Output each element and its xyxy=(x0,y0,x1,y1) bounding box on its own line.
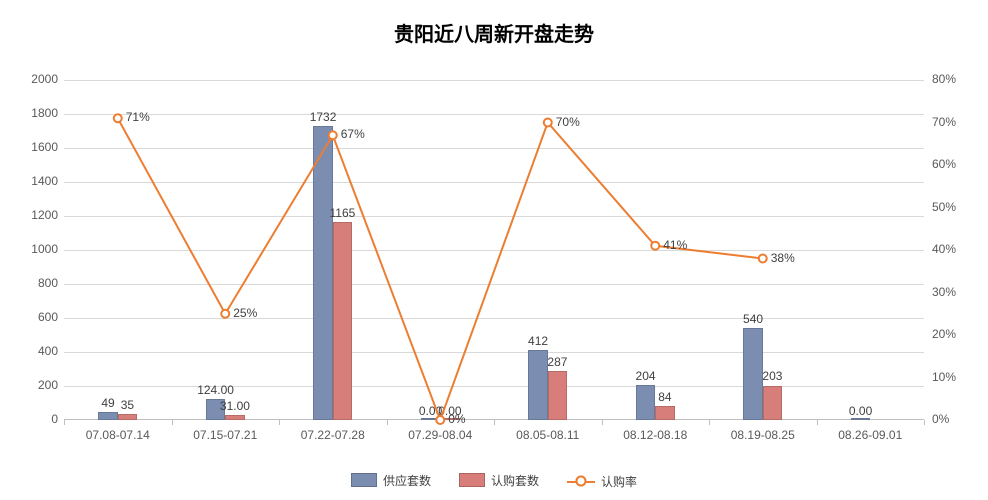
ytick-left: 800 xyxy=(20,276,58,290)
ytick-right: 80% xyxy=(932,72,956,86)
xtick-label: 07.15-07.21 xyxy=(193,428,257,442)
legend-label: 供应套数 xyxy=(383,472,431,489)
ytick-left: 600 xyxy=(20,310,58,324)
line-value-label: 70% xyxy=(556,115,580,129)
line-value-label: 38% xyxy=(771,251,795,265)
legend-label: 认购套数 xyxy=(491,472,539,489)
ytick-right: 70% xyxy=(932,115,956,129)
legend-swatch xyxy=(459,473,485,487)
legend-item: 认购套数 xyxy=(459,472,539,489)
xtick-mark xyxy=(602,420,603,425)
line-value-label: 67% xyxy=(341,127,365,141)
xtick-mark xyxy=(709,420,710,425)
plot-area: 02004006008001000120014001600180020000%1… xyxy=(64,80,924,420)
xtick-label: 07.22-07.28 xyxy=(301,428,365,442)
legend-label: 认购率 xyxy=(601,473,637,490)
xtick-mark xyxy=(817,420,818,425)
xtick-label: 08.19-08.25 xyxy=(731,428,795,442)
legend-swatch xyxy=(351,473,377,487)
ytick-left: 1000 xyxy=(20,242,58,256)
xtick-label: 08.26-09.01 xyxy=(838,428,902,442)
line-value-label: 41% xyxy=(663,238,687,252)
ytick-left: 0 xyxy=(20,412,58,426)
ytick-left: 1600 xyxy=(20,140,58,154)
xtick-mark xyxy=(279,420,280,425)
ytick-left: 400 xyxy=(20,344,58,358)
legend-item: 认购率 xyxy=(567,473,637,490)
ytick-right: 10% xyxy=(932,370,956,384)
ytick-left: 200 xyxy=(20,378,58,392)
line-value-label: 25% xyxy=(233,306,257,320)
chart-title: 贵阳近八周新开盘走势 xyxy=(0,18,988,47)
xtick-label: 07.29-08.04 xyxy=(408,428,472,442)
ytick-left: 1200 xyxy=(20,208,58,222)
legend: 供应套数 认购套数 认购率 xyxy=(0,472,988,491)
xtick-mark xyxy=(494,420,495,425)
ytick-right: 50% xyxy=(932,200,956,214)
ytick-right: 60% xyxy=(932,157,956,171)
line-value-label: 0% xyxy=(448,412,465,426)
ytick-right: 0% xyxy=(932,412,949,426)
xtick-mark xyxy=(172,420,173,425)
xtick-mark xyxy=(924,420,925,425)
line-series xyxy=(64,80,924,420)
legend-swatch-line xyxy=(567,475,595,487)
ytick-right: 30% xyxy=(932,285,956,299)
xtick-label: 08.12-08.18 xyxy=(623,428,687,442)
ytick-left: 2000 xyxy=(20,72,58,86)
xtick-mark xyxy=(387,420,388,425)
xtick-mark xyxy=(64,420,65,425)
legend-item: 供应套数 xyxy=(351,472,431,489)
ytick-right: 40% xyxy=(932,242,956,256)
line-value-label: 71% xyxy=(126,110,150,124)
ytick-left: 1400 xyxy=(20,174,58,188)
xtick-label: 08.05-08.11 xyxy=(516,428,579,442)
ytick-left: 1800 xyxy=(20,106,58,120)
chart-container: 贵阳近八周新开盘走势 02004006008001000120014001600… xyxy=(0,0,988,500)
ytick-right: 20% xyxy=(932,327,956,341)
xtick-label: 07.08-07.14 xyxy=(86,428,150,442)
